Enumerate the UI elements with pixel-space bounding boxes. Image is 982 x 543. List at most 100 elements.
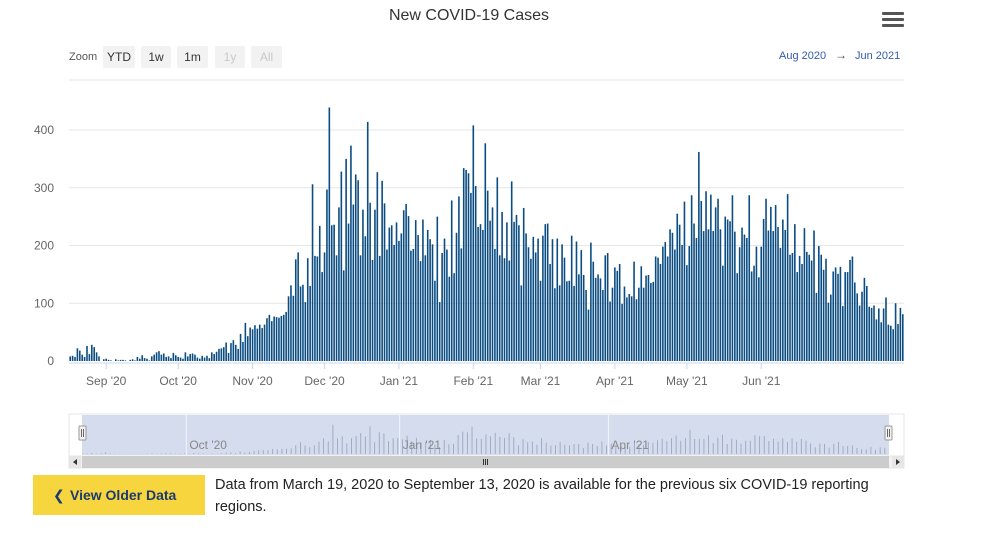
navigator-bar [267, 450, 269, 454]
bar [786, 194, 789, 361]
bar [261, 328, 263, 361]
bar [810, 260, 813, 361]
navigator-right-handle[interactable] [884, 425, 893, 441]
navigator-bar [884, 447, 886, 454]
view-older-data-label: View Older Data [70, 487, 177, 503]
bar [801, 263, 803, 361]
bar [88, 354, 91, 361]
bar [582, 274, 585, 361]
view-older-data-button[interactable]: ❮ View Older Data [33, 475, 205, 515]
bar [498, 255, 501, 361]
bar [318, 225, 321, 361]
bar [186, 356, 189, 361]
bar [645, 275, 647, 361]
bar [686, 265, 688, 361]
zoom-ytd-button[interactable]: YTD [103, 46, 135, 68]
navigator-bar [443, 439, 445, 454]
bar [695, 237, 698, 361]
bar [753, 265, 755, 361]
navigator-bar [786, 441, 788, 454]
bar [561, 244, 563, 361]
bar [746, 237, 748, 361]
bar [736, 273, 739, 361]
bar [842, 306, 844, 361]
x-tick-label: Oct '20 [159, 374, 197, 388]
navigator-bar [661, 438, 663, 454]
navigator-bar [392, 438, 394, 454]
bar [441, 253, 443, 361]
range-to[interactable]: Jun 2021 [855, 50, 901, 62]
zoom-1m-button[interactable]: 1m [177, 46, 208, 68]
bar [638, 287, 640, 361]
navigator-bar [165, 453, 167, 454]
bar [81, 354, 83, 361]
zoom-1w-button[interactable]: 1w [141, 46, 171, 68]
bar [674, 249, 676, 361]
navigator-bar [522, 439, 524, 454]
navigator-bar [749, 440, 751, 454]
navigator-bar [759, 436, 761, 454]
bar [134, 360, 136, 361]
navigator-bar [286, 448, 287, 454]
navigator-bar [536, 444, 538, 454]
bar [304, 302, 307, 362]
bar [851, 256, 854, 361]
bar [518, 225, 520, 361]
bar [542, 235, 544, 361]
bar [832, 271, 835, 361]
navigator-bar [202, 453, 204, 454]
bar [813, 230, 815, 361]
navigator-bar [105, 452, 107, 454]
bar [520, 285, 523, 361]
navigator-bar [559, 442, 561, 454]
navigator-left-handle[interactable] [78, 425, 87, 441]
navigator-bar [406, 435, 408, 454]
range-from[interactable]: Aug 2020 [779, 50, 827, 62]
x-tick-label: Jan '21 [380, 374, 419, 388]
navigator-bar [851, 445, 853, 454]
zoom-all-button[interactable]: All [251, 46, 282, 68]
navigator-bar [360, 433, 362, 454]
bar [230, 343, 232, 361]
navigator-bar [453, 443, 454, 454]
navigator[interactable]: Oct '20 Jan '21 Apr '21 [68, 413, 905, 457]
navigator-bar [615, 447, 617, 454]
bar [366, 121, 369, 361]
navigator-bar [411, 441, 413, 454]
bar [513, 221, 515, 361]
bar [803, 228, 806, 361]
bar [820, 254, 823, 361]
bar [364, 236, 367, 361]
chart-menu-icon[interactable] [882, 12, 904, 30]
bar [98, 356, 100, 361]
navigator-bar [151, 453, 153, 454]
bar [846, 272, 849, 361]
navigator-bar [592, 444, 594, 454]
scrollbar[interactable] [68, 455, 905, 469]
bar [330, 225, 333, 361]
bar [875, 319, 878, 361]
bar [837, 273, 839, 361]
bar [71, 355, 74, 361]
bar [683, 201, 686, 361]
bar [616, 270, 619, 361]
zoom-1y-button[interactable]: 1y [215, 46, 245, 68]
navigator-bar [680, 440, 682, 454]
bar [902, 314, 904, 361]
navigator-bar [606, 445, 607, 454]
navigator-bar [346, 443, 348, 454]
x-tick-label: Mar '21 [521, 374, 561, 388]
bar [410, 250, 412, 361]
navigator-bar [235, 453, 236, 454]
bar [182, 358, 184, 361]
bar [450, 200, 453, 361]
bar [702, 231, 705, 361]
navigator-bar [568, 445, 570, 454]
bar [359, 255, 362, 361]
navigator-bar [833, 443, 835, 454]
bar [494, 248, 496, 361]
bar [578, 274, 580, 362]
navigator-bar [800, 438, 802, 454]
navigator-bar [253, 451, 255, 454]
range-arrow-icon: → [835, 48, 847, 62]
